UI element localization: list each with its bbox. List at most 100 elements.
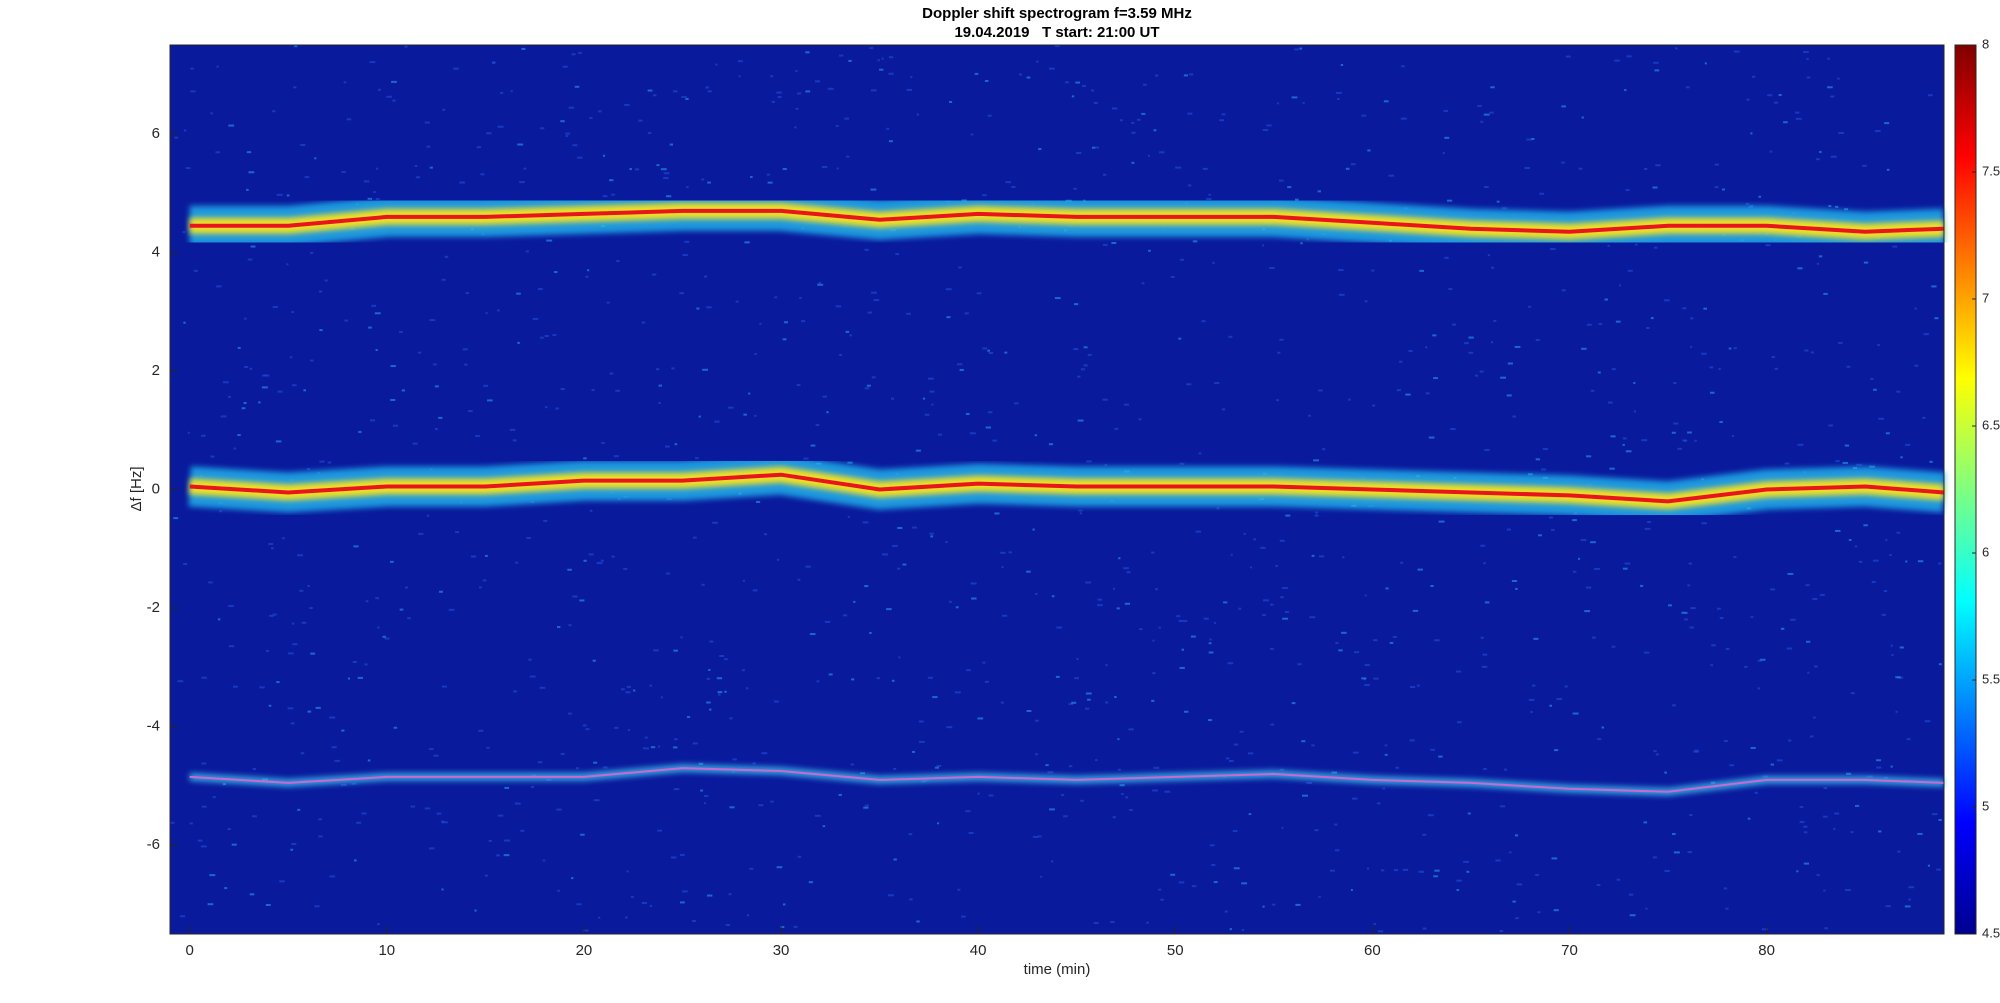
noise-speck bbox=[1477, 104, 1482, 107]
noise-speck bbox=[484, 874, 488, 877]
noise-speck bbox=[1054, 45, 1060, 48]
noise-speck bbox=[886, 608, 892, 611]
noise-speck bbox=[1238, 607, 1242, 610]
noise-speck bbox=[1160, 898, 1164, 901]
noise-speck bbox=[911, 750, 915, 753]
noise-speck bbox=[557, 889, 561, 892]
x-tick-label: 40 bbox=[970, 942, 987, 959]
noise-speck bbox=[1285, 514, 1291, 517]
noise-speck bbox=[1818, 255, 1823, 258]
noise-speck bbox=[300, 144, 306, 147]
noise-speck bbox=[895, 253, 900, 256]
noise-speck bbox=[1131, 131, 1136, 134]
noise-speck bbox=[363, 180, 370, 183]
noise-speck bbox=[893, 858, 897, 861]
noise-speck bbox=[927, 377, 934, 380]
noise-speck bbox=[1192, 240, 1198, 243]
noise-speck bbox=[300, 752, 305, 755]
noise-speck bbox=[1348, 398, 1351, 401]
noise-speck bbox=[503, 854, 510, 857]
noise-speck bbox=[1644, 527, 1651, 530]
noise-speck bbox=[1116, 607, 1120, 610]
noise-speck bbox=[304, 176, 310, 179]
noise-speck bbox=[1179, 666, 1185, 669]
noise-speck bbox=[937, 822, 940, 825]
noise-speck bbox=[292, 643, 298, 646]
noise-speck bbox=[1075, 81, 1080, 84]
noise-speck bbox=[1506, 528, 1511, 531]
noise-speck bbox=[552, 334, 557, 337]
noise-speck bbox=[818, 281, 821, 284]
noise-speck bbox=[869, 47, 874, 50]
noise-speck bbox=[782, 338, 787, 341]
noise-speck bbox=[741, 669, 745, 672]
noise-speck bbox=[228, 395, 231, 398]
noise-speck bbox=[1504, 768, 1508, 771]
noise-speck bbox=[1282, 617, 1289, 620]
noise-speck bbox=[600, 559, 604, 562]
noise-speck bbox=[368, 326, 372, 329]
noise-speck bbox=[1776, 759, 1783, 762]
noise-speck bbox=[512, 439, 517, 442]
noise-speck bbox=[1433, 875, 1439, 878]
noise-speck bbox=[1690, 317, 1694, 320]
noise-speck bbox=[1719, 421, 1723, 424]
noise-speck bbox=[826, 411, 829, 414]
noise-speck bbox=[1596, 884, 1601, 887]
noise-speck bbox=[1129, 809, 1133, 812]
noise-speck bbox=[1412, 609, 1419, 612]
noise-speck bbox=[1694, 439, 1697, 442]
noise-speck bbox=[1835, 460, 1840, 463]
noise-speck bbox=[1592, 636, 1596, 639]
noise-speck bbox=[1863, 261, 1869, 264]
x-tick-label: 60 bbox=[1364, 942, 1381, 959]
noise-speck bbox=[1652, 856, 1657, 859]
noise-speck bbox=[658, 401, 661, 404]
noise-speck bbox=[347, 677, 350, 680]
noise-speck bbox=[898, 656, 901, 659]
noise-speck bbox=[633, 689, 636, 692]
noise-speck bbox=[916, 920, 920, 923]
noise-speck bbox=[228, 604, 234, 607]
noise-speck bbox=[970, 133, 974, 136]
noise-speck bbox=[658, 384, 663, 387]
noise-speck bbox=[555, 407, 560, 410]
noise-speck bbox=[504, 786, 510, 789]
noise-speck bbox=[491, 61, 496, 64]
noise-speck bbox=[1643, 821, 1648, 824]
noise-speck bbox=[801, 320, 806, 323]
noise-speck bbox=[1467, 812, 1471, 815]
noise-speck bbox=[752, 589, 758, 592]
noise-speck bbox=[455, 531, 460, 534]
noise-speck bbox=[1729, 764, 1735, 767]
noise-speck bbox=[1483, 562, 1486, 565]
noise-speck bbox=[582, 929, 589, 932]
noise-speck bbox=[1284, 611, 1290, 614]
noise-speck bbox=[268, 704, 272, 707]
noise-speck bbox=[891, 679, 895, 682]
noise-speck bbox=[1905, 560, 1908, 563]
noise-speck bbox=[1208, 642, 1212, 645]
noise-speck bbox=[538, 288, 543, 291]
noise-speck bbox=[183, 129, 187, 132]
noise-speck bbox=[1086, 460, 1092, 463]
noise-speck bbox=[210, 455, 215, 458]
noise-speck bbox=[638, 119, 643, 122]
noise-speck bbox=[1774, 367, 1779, 370]
noise-speck bbox=[1655, 164, 1661, 167]
noise-speck bbox=[1530, 711, 1533, 714]
noise-speck bbox=[911, 526, 917, 529]
noise-speck bbox=[1846, 365, 1851, 368]
noise-speck bbox=[371, 304, 377, 307]
y-tick-label: 6 bbox=[152, 125, 160, 142]
noise-speck bbox=[301, 621, 307, 624]
noise-speck bbox=[1614, 59, 1620, 62]
noise-speck bbox=[1633, 381, 1636, 384]
noise-speck bbox=[1402, 868, 1409, 871]
noise-speck bbox=[1652, 186, 1658, 189]
noise-speck bbox=[609, 179, 614, 182]
noise-speck bbox=[1511, 580, 1518, 583]
noise-speck bbox=[692, 920, 697, 923]
noise-speck bbox=[291, 843, 297, 846]
